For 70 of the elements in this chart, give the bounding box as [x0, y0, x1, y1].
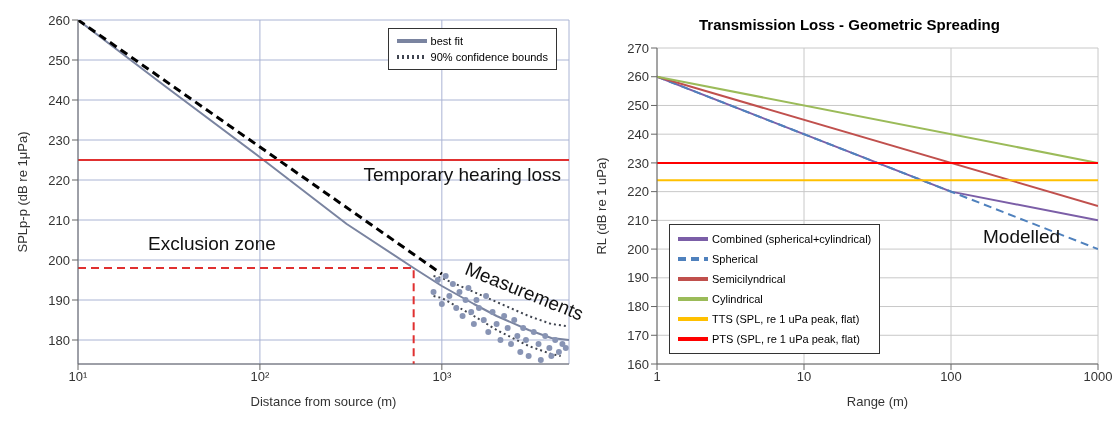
legend-label: best fit — [430, 34, 463, 49]
x-tick-label: 10 — [796, 369, 812, 385]
point — [535, 341, 542, 347]
x-tick-label: 10² — [250, 369, 270, 385]
x-axis-title: Range (m) — [846, 394, 909, 409]
y-axis-title: RL (dB re 1 uPa) — [593, 157, 609, 255]
y-tick-label: 160 — [627, 356, 649, 372]
y-tick-label: 200 — [627, 241, 649, 257]
y-tick-label: 240 — [48, 92, 70, 108]
legend-label: Cylindrical — [712, 292, 763, 307]
point — [453, 305, 460, 311]
point — [497, 337, 504, 343]
point — [442, 273, 449, 279]
point — [548, 353, 555, 359]
legend-label: PTS (SPL, re 1 uPa peak, flat) — [712, 332, 860, 347]
legend-label: Spherical — [712, 252, 758, 267]
y-tick-label: 220 — [48, 172, 70, 188]
point — [546, 345, 553, 351]
y-tick-label: 230 — [48, 132, 70, 148]
point — [430, 289, 437, 295]
y-tick-label: 190 — [627, 270, 649, 286]
point — [449, 281, 456, 287]
x-tick-label: 1 — [653, 369, 661, 385]
point — [470, 321, 477, 327]
point — [438, 301, 445, 307]
y-tick-label: 190 — [48, 292, 70, 308]
x-tick-label: 10³ — [432, 369, 452, 385]
y-tick-label: 250 — [48, 52, 70, 68]
y-tick-label: 180 — [627, 299, 649, 315]
point — [520, 325, 527, 331]
x-tick-label: 100 — [940, 369, 962, 385]
point — [559, 341, 566, 347]
point — [530, 329, 537, 335]
point — [446, 293, 453, 299]
y-tick-label: 230 — [627, 155, 649, 171]
x-axis-title: Distance from source (m) — [250, 394, 397, 409]
point — [514, 333, 521, 339]
y-tick-label: 210 — [627, 212, 649, 228]
annotation: Exclusion zone — [148, 233, 276, 255]
point — [542, 333, 549, 339]
point — [456, 289, 463, 295]
legend-label: Combined (spherical+cylindrical) — [712, 232, 872, 247]
point — [562, 345, 569, 351]
y-tick-label: 260 — [627, 69, 649, 85]
y-tick-label: 240 — [627, 126, 649, 142]
point — [434, 277, 441, 283]
annotation: Modelled — [983, 226, 1061, 248]
x-tick-label: 1000 — [1083, 369, 1113, 385]
point — [517, 349, 524, 355]
y-axis-title: SPLp-p (dB re 1μPa) — [14, 131, 30, 253]
legend-label: 90% confidence bounds — [430, 50, 548, 65]
point — [504, 325, 511, 331]
y-tick-label: 220 — [627, 184, 649, 200]
y-tick-label: 210 — [48, 212, 70, 228]
point — [508, 341, 514, 347]
point — [493, 321, 500, 327]
chart-title: Transmission Loss - Geometric Spreading — [698, 16, 1001, 33]
y-tick-label: 260 — [48, 12, 70, 28]
legend-label: TTS (SPL, re 1 uPa peak, flat) — [712, 312, 860, 327]
y-tick-label: 170 — [627, 327, 649, 343]
y-tick-label: 200 — [48, 252, 70, 268]
x-tick-label: 10¹ — [68, 369, 89, 385]
y-tick-label: 250 — [627, 98, 649, 114]
point — [555, 349, 562, 355]
ref-line-label: Temporary hearing loss — [363, 164, 561, 186]
y-tick-label: 180 — [48, 332, 70, 348]
y-tick-label: 270 — [627, 40, 649, 56]
legend-label: Semicilyndrical — [712, 272, 786, 287]
point — [552, 337, 559, 343]
point — [537, 357, 544, 363]
